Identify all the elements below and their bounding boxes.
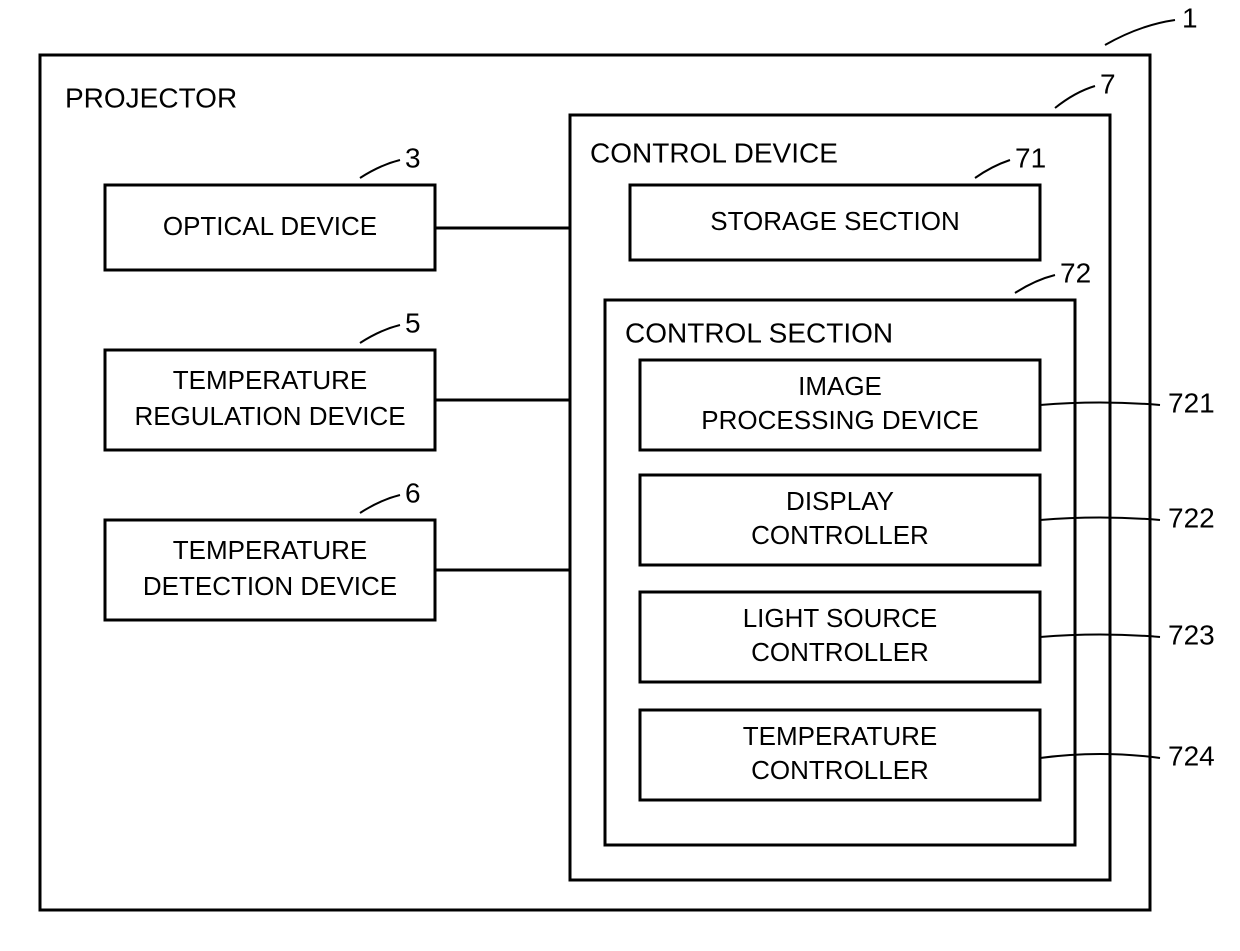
projector-box xyxy=(40,55,1150,910)
image-processing-label-2: PROCESSING DEVICE xyxy=(701,405,978,435)
temp-regulation-leader xyxy=(360,325,400,343)
temp-detection-leader xyxy=(360,495,400,513)
control-device-leader xyxy=(1055,86,1095,108)
control-section-ref: 72 xyxy=(1060,257,1091,288)
projector-leader xyxy=(1105,20,1175,45)
temperature-controller-ref: 724 xyxy=(1168,740,1215,771)
temp-regulation-label-1: TEMPERATURE xyxy=(173,365,368,395)
display-controller-leader xyxy=(1040,518,1160,521)
storage-leader xyxy=(975,160,1010,178)
image-processing-label-1: IMAGE xyxy=(798,371,882,401)
optical-device-label: OPTICAL DEVICE xyxy=(163,211,377,241)
image-processing-leader xyxy=(1040,403,1160,406)
projector-title: PROJECTOR xyxy=(65,82,237,113)
control-device-title: CONTROL DEVICE xyxy=(590,137,838,168)
temperature-controller-label-1: TEMPERATURE xyxy=(743,721,938,751)
temp-detection-label-2: DETECTION DEVICE xyxy=(143,571,397,601)
control-section-title: CONTROL SECTION xyxy=(625,317,893,348)
light-source-controller-leader xyxy=(1040,635,1160,638)
image-processing-ref: 721 xyxy=(1168,387,1215,418)
temp-regulation-label-2: REGULATION DEVICE xyxy=(134,401,405,431)
display-controller-label-2: CONTROLLER xyxy=(751,520,929,550)
temperature-controller-leader xyxy=(1040,754,1160,758)
optical-leader xyxy=(360,160,400,178)
storage-ref: 71 xyxy=(1015,142,1046,173)
control-device-ref: 7 xyxy=(1100,68,1116,99)
display-controller-label-1: DISPLAY xyxy=(786,486,894,516)
temp-regulation-ref: 5 xyxy=(405,307,421,338)
optical-ref: 3 xyxy=(405,142,421,173)
light-source-controller-label-1: LIGHT SOURCE xyxy=(743,603,938,633)
projector-ref: 1 xyxy=(1182,2,1198,33)
temperature-controller-label-2: CONTROLLER xyxy=(751,755,929,785)
storage-section-label: STORAGE SECTION xyxy=(710,206,959,236)
light-source-controller-label-2: CONTROLLER xyxy=(751,637,929,667)
control-section-leader xyxy=(1015,275,1055,293)
temp-detection-label-1: TEMPERATURE xyxy=(173,535,368,565)
temp-detection-ref: 6 xyxy=(405,477,421,508)
light-source-controller-ref: 723 xyxy=(1168,619,1215,650)
display-controller-ref: 722 xyxy=(1168,502,1215,533)
